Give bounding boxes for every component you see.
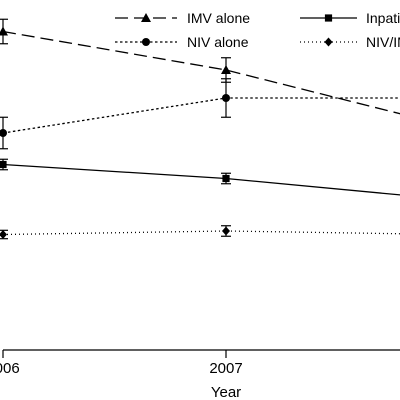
legend-label: NIV alone — [187, 34, 249, 50]
x-axis-title: Year — [211, 384, 241, 400]
series-line-3 — [2, 230, 400, 236]
data-point — [0, 160, 7, 169]
legend: IMV alone Inpatient NIV alone NIV/IMV — [115, 10, 400, 50]
legend-marker — [324, 37, 333, 47]
legend-marker — [142, 38, 150, 46]
series-line-1 — [2, 163, 400, 196]
data-point — [221, 65, 231, 74]
data-point — [0, 26, 8, 36]
data-point — [222, 94, 230, 102]
legend-label: IMV alone — [187, 10, 250, 26]
x-tick-label: 2006 — [0, 360, 20, 377]
legend-label: NIV/IMV — [366, 34, 400, 50]
data-point — [0, 230, 7, 239]
legend-label: Inpatient — [366, 10, 400, 26]
series-line-2 — [2, 97, 400, 134]
data-point — [222, 174, 230, 183]
plot-area — [0, 18, 400, 240]
legend-marker — [141, 13, 151, 22]
data-point — [222, 226, 230, 236]
x-tick-label: 2007 — [209, 360, 242, 377]
legend-marker — [324, 14, 333, 22]
x-axis: 2006 2007 — [0, 349, 400, 377]
data-point — [0, 129, 7, 137]
